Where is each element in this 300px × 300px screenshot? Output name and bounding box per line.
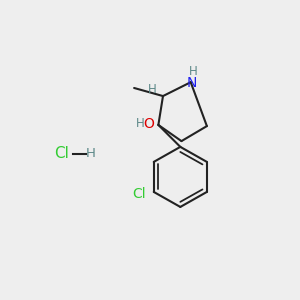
Text: Cl: Cl — [133, 187, 146, 201]
Text: O: O — [144, 117, 154, 131]
Text: H: H — [136, 117, 145, 130]
Text: H: H — [148, 82, 156, 96]
Text: H: H — [189, 64, 197, 78]
Text: Cl: Cl — [54, 146, 69, 161]
Text: N: N — [187, 76, 197, 90]
Text: H: H — [85, 147, 95, 160]
